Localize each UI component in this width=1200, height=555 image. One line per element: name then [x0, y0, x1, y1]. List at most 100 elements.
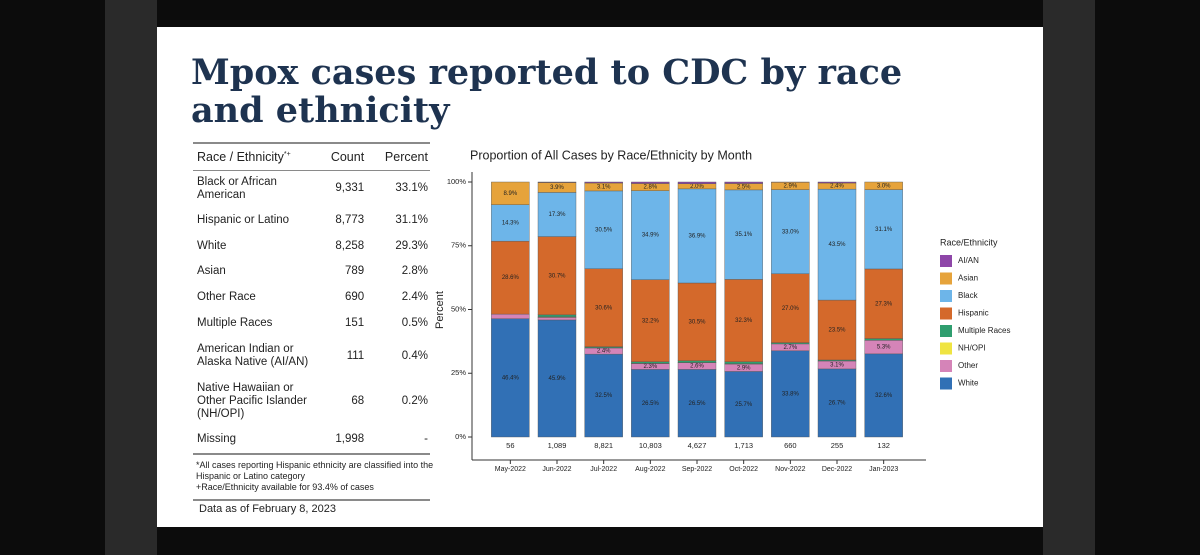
- footnote: +Race/Ethnicity available for 93.4% of c…: [196, 482, 374, 492]
- y-tick-label: 0%: [455, 432, 466, 441]
- chart-title: Proportion of All Cases by Race/Ethnicit…: [470, 148, 752, 162]
- count-label: 255: [831, 441, 844, 450]
- table-cell: 2.4%: [401, 290, 428, 303]
- count-label: 8,821: [594, 441, 613, 450]
- table-cell: 8,258: [335, 239, 365, 252]
- bar-segment: [631, 181, 670, 184]
- bar-segment: [724, 371, 763, 438]
- legend-title: Race/Ethnicity: [940, 237, 998, 247]
- bar-segment: [537, 319, 577, 438]
- table-cell: Hispanic or Latino: [197, 213, 290, 226]
- data-label: 46.4%: [502, 375, 520, 381]
- table-row: Other Race 690 2.4%: [193, 285, 430, 310]
- data-label: 32.6%: [875, 393, 893, 399]
- data-label: 14.3%: [502, 221, 520, 227]
- table-cell: 8,773: [335, 213, 365, 226]
- bar-segment: [584, 181, 623, 184]
- legend-label: Hispanic: [958, 309, 989, 318]
- data-label: 28.6%: [502, 275, 520, 281]
- table-cell: 789: [344, 265, 365, 277]
- bar-segment: [491, 240, 530, 315]
- bar-segment: [771, 189, 810, 274]
- data-label: 2.0%: [690, 184, 704, 190]
- column-header: Count: [318, 142, 365, 171]
- data-label: 2.6%: [690, 364, 704, 370]
- bar-segment: [677, 360, 717, 363]
- x-tick-label: Oct-2022: [729, 466, 758, 473]
- table-cell: Native Hawaiian or Other Pacific Islande…: [197, 381, 307, 420]
- x-tick-label: Jun-2022: [542, 466, 571, 473]
- table-cell: 0.4%: [401, 349, 428, 362]
- bar-segment: [864, 189, 903, 270]
- column-header-text: Count: [330, 150, 365, 164]
- data-label: 3.9%: [550, 185, 564, 191]
- bar-segment: [491, 204, 530, 242]
- bar-segment: [491, 181, 530, 205]
- data-label: 5.3%: [877, 345, 891, 351]
- table-cell: 0.2%: [401, 394, 428, 407]
- x-tick-label: Dec-2022: [822, 466, 852, 473]
- table-cell: White: [197, 239, 227, 252]
- bar-segment: [584, 190, 623, 269]
- legend-label: Multiple Races: [958, 326, 1010, 335]
- data-label: 26.7%: [828, 401, 846, 407]
- data-label: 2.4%: [830, 184, 844, 190]
- bar-segment: [724, 189, 763, 280]
- data-label: 34.9%: [642, 233, 660, 239]
- table-cell: -: [364, 426, 430, 455]
- table-cell: Other Race: [197, 290, 256, 303]
- count-label: 10,803: [639, 441, 662, 450]
- table-row: Asian 789 2.8%: [193, 259, 430, 285]
- data-label: 3.0%: [877, 183, 891, 189]
- x-tick-label: Nov-2022: [775, 466, 805, 473]
- data-label: 2.7%: [783, 345, 797, 351]
- rule: [193, 499, 430, 501]
- legend-label: White: [958, 379, 979, 388]
- data-label: 32.3%: [735, 318, 753, 324]
- table-cell: 1,998: [318, 426, 365, 455]
- data-label: 2.9%: [783, 184, 797, 190]
- data-label: 30.7%: [548, 273, 566, 279]
- table-cell: 29.3%: [395, 239, 428, 252]
- data-label: 17.3%: [548, 212, 566, 218]
- bar-segment: [724, 279, 763, 362]
- bar-segment: [864, 338, 903, 341]
- column-header: Race / Ethnicity*+: [193, 142, 319, 171]
- table-cell: Black or African American: [197, 175, 277, 201]
- bar-segment: [724, 181, 763, 184]
- table-row: Black or African American 9,331 33.1%: [193, 171, 430, 207]
- bar-segment: [491, 313, 530, 319]
- table-cell: 9,331: [335, 182, 365, 195]
- bar-segment: [677, 188, 717, 284]
- table-row: Hispanic or Latino 8,773 31.1%: [193, 207, 430, 234]
- table-body: Black or African American 9,331 33.1% Hispa…: [193, 171, 430, 455]
- table-header: Race / Ethnicity*+ Count Percent: [193, 142, 430, 171]
- x-tick-label: Jan-2023: [869, 466, 898, 473]
- y-tick-label: 75%: [451, 241, 466, 250]
- header-mark: *+: [283, 150, 291, 158]
- table-row: White 8,258 29.3%: [193, 234, 430, 259]
- y-axis-label: Percent: [434, 291, 446, 329]
- bar-segment: [677, 282, 717, 361]
- table-cell: Multiple Races: [197, 316, 273, 329]
- y-tick-label: 100%: [447, 177, 467, 186]
- footnotes: *All cases reporting Hispanic ethnicity …: [196, 460, 436, 493]
- data-note: Data as of February 8, 2023: [199, 503, 336, 515]
- case-table: Race / Ethnicity*+ Count Percent Black or …: [193, 142, 430, 455]
- bar-segment: [537, 317, 577, 321]
- table-row: Multiple Races 151 0.5%: [193, 310, 430, 337]
- table-cell: 690: [344, 290, 365, 303]
- data-label: 30.5%: [688, 319, 706, 325]
- legend-swatch: [940, 272, 952, 285]
- table-cell: 0.5%: [401, 316, 428, 329]
- data-label: 26.5%: [688, 401, 706, 407]
- bar-segment: [724, 361, 763, 365]
- legend-swatch: [940, 255, 952, 267]
- count-label: 1,089: [548, 441, 567, 450]
- legend-label: AI/AN: [958, 256, 979, 265]
- table-cell: Missing: [193, 426, 319, 455]
- data-label: 3.1%: [830, 363, 844, 369]
- table-cell: 33.1%: [395, 182, 428, 195]
- bar-segment: [491, 318, 530, 438]
